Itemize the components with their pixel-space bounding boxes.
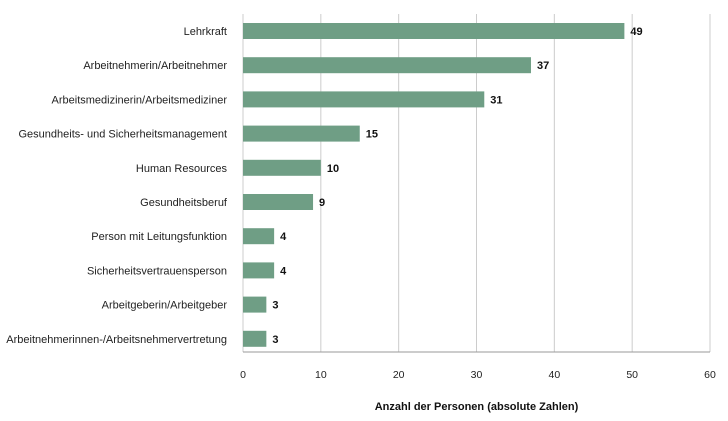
category-label-5: Human Resources: [136, 163, 228, 175]
value-label-5: 10: [327, 163, 339, 175]
category-label-2: Arbeitnehmerin/Arbeitnehmer: [83, 60, 227, 72]
category-label-4: Gesundheits- und Sicherheitsmanagement: [18, 129, 227, 141]
value-label-10: 3: [272, 334, 278, 346]
bar-10: [243, 330, 267, 347]
bar-4: [243, 125, 360, 142]
category-label-6: Gesundheitsberuf: [140, 197, 228, 209]
value-label-3: 31: [490, 94, 502, 106]
x-axis-title: Anzahl der Personen (absolute Zahlen): [375, 401, 579, 413]
category-label-9: Arbeitgeberin/Arbeitgeber: [102, 300, 228, 312]
x-tick-label-60: 60: [704, 369, 716, 381]
x-tick-label-20: 20: [393, 369, 405, 381]
x-tick-label-0: 0: [240, 369, 246, 381]
bar-3: [243, 91, 485, 108]
category-labels: Lehrkraft Arbeitnehmerin/Arbeitnehmer Arbe…: [6, 26, 228, 346]
category-label-10: Arbeitnehmerinnen-/Arbeitsnehmervertretu…: [6, 334, 227, 346]
category-label-7: Person mit Leitungsfunktion: [91, 231, 227, 243]
value-label-8: 4: [280, 265, 287, 277]
x-tick-label-40: 40: [548, 369, 560, 381]
x-tick-label-30: 30: [471, 369, 483, 381]
value-labels: 49 37 31 15 10 9 4 4 3 3: [272, 26, 642, 346]
bar-7: [243, 228, 275, 245]
bars: [243, 23, 625, 347]
value-label-9: 3: [272, 300, 278, 312]
value-label-1: 49: [630, 26, 642, 38]
bar-8: [243, 262, 275, 279]
x-tick-label-10: 10: [315, 369, 327, 381]
value-label-2: 37: [537, 60, 549, 72]
category-label-8: Sicherheitsvertrauensperson: [87, 265, 227, 277]
bar-5: [243, 159, 321, 176]
bar-9: [243, 296, 267, 313]
category-label-3: Arbeitsmedizinerin/Arbeitsmediziner: [52, 94, 228, 106]
x-tick-labels: 0 10 20 30 40 50 60: [240, 369, 716, 381]
bar-1: [243, 23, 625, 39]
value-label-4: 15: [366, 129, 378, 141]
x-tick-label-50: 50: [626, 369, 638, 381]
category-label-1: Lehrkraft: [184, 26, 227, 38]
value-label-7: 4: [280, 231, 287, 243]
bar-6: [243, 194, 314, 210]
value-label-6: 9: [319, 197, 325, 209]
bar-2: [243, 57, 531, 74]
